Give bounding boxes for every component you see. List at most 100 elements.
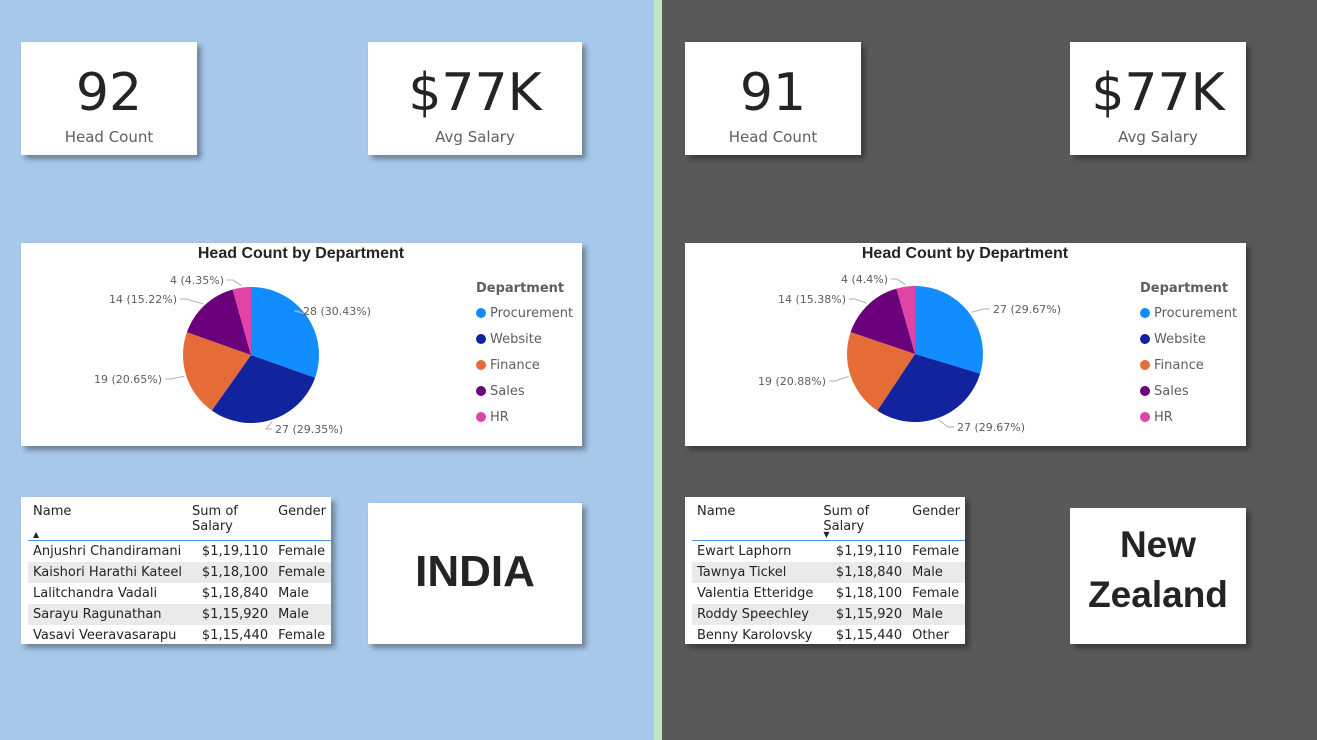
pie-slice-finance[interactable]	[183, 332, 251, 411]
head-count-value: 91	[739, 63, 807, 123]
column-header-name[interactable]: Name	[692, 502, 819, 541]
table-row[interactable]: Kaishori Harathi Kateel $1,18,100 Female	[28, 562, 331, 583]
table-row[interactable]: Valentia Etteridge $1,18,100 Female	[692, 583, 965, 604]
head-count-label: Head Count	[64, 128, 154, 146]
sort-descending-icon[interactable]: ▼	[823, 530, 830, 539]
table-row[interactable]: Ewart Laphorn $1,19,110 Female	[692, 541, 965, 563]
head-count-card[interactable]: 91 Head Count	[685, 42, 861, 155]
cell-salary: $1,18,100	[187, 562, 274, 583]
cell-name: Ewart Laphorn	[697, 544, 792, 559]
column-header-gender[interactable]: Gender	[273, 502, 331, 541]
legend-dot-icon	[476, 360, 486, 370]
data-label: 19 (20.65%)	[94, 373, 162, 386]
leader-line	[165, 375, 185, 380]
head-count-card[interactable]: 92 Head Count	[21, 42, 197, 155]
table-row[interactable]: Tawnya Tickel $1,18,840 Male	[692, 562, 965, 583]
data-label: 28 (30.43%)	[303, 305, 371, 318]
pie-slice-website[interactable]	[211, 355, 316, 423]
chart-legend: Department Procurement Website Finance Sale…	[476, 281, 573, 430]
legend-item-finance[interactable]: Finance	[1140, 352, 1237, 378]
country-name-line2: Zealand	[1088, 574, 1228, 615]
cell-gender: Female	[278, 628, 326, 643]
table-row[interactable]: Sarayu Ragunathan $1,15,920 Male	[28, 604, 331, 625]
salary-table[interactable]: Name ▲ Sum of Salary Gender Anjushri Cha…	[21, 497, 331, 644]
sort-ascending-icon[interactable]: ▲	[33, 530, 40, 539]
data-label: 14 (15.38%)	[778, 293, 846, 306]
legend-item-procurement[interactable]: Procurement	[1140, 300, 1237, 326]
salary-table-grid: Name Sum of Salary ▼ Gender Ewart Laphor…	[692, 502, 965, 646]
cell-salary: $1,15,920	[818, 604, 908, 625]
pie-slice-website[interactable]	[877, 354, 981, 422]
cell-gender: Female	[912, 544, 960, 559]
pie-slice-sales[interactable]	[850, 288, 915, 354]
legend-item-hr[interactable]: HR	[1140, 404, 1237, 430]
avg-salary-value: $77K	[408, 63, 542, 123]
legend-dot-icon	[476, 386, 486, 396]
pie-slice-hr[interactable]	[896, 286, 915, 354]
legend-item-website[interactable]: Website	[476, 326, 573, 352]
legend-title: Department	[1140, 281, 1229, 296]
legend-dot-icon	[476, 412, 486, 422]
legend-dot-icon	[476, 308, 486, 318]
table-row[interactable]: Lalitchandra Vadali $1,18,840 Male	[28, 583, 331, 604]
table-row[interactable]: Vasavi Veeravasarapu $1,15,440 Female	[28, 625, 331, 646]
department-pie-chart[interactable]: Head Count by Department 28 (30.43%) 27 (…	[21, 243, 582, 446]
legend-item-website[interactable]: Website	[1140, 326, 1237, 352]
chart-legend: Department Procurement Website Finance Sale…	[1140, 281, 1237, 430]
legend-item-finance[interactable]: Finance	[476, 352, 573, 378]
cell-salary: $1,18,840	[818, 562, 908, 583]
pie-slice-finance[interactable]	[846, 332, 915, 411]
data-label: 27 (29.67%)	[957, 421, 1025, 434]
cell-salary: $1,18,100	[835, 586, 903, 601]
cell-gender: Female	[278, 544, 326, 559]
leader-line	[227, 279, 242, 287]
leader-line	[264, 421, 273, 430]
cell-gender: Male	[278, 586, 309, 601]
cell-name: Tawnya Tickel	[692, 562, 819, 583]
department-pie-chart[interactable]: Head Count by Department 27 (29.67%) 27 (…	[685, 243, 1246, 446]
avg-salary-card[interactable]: $77K Avg Salary	[368, 42, 582, 155]
data-label: 27 (29.67%)	[993, 303, 1061, 316]
cell-name: Roddy Speechley	[692, 604, 819, 625]
leader-line	[891, 278, 906, 286]
pie-slice-sales[interactable]	[186, 289, 251, 355]
head-count-value: 92	[75, 63, 143, 123]
cell-name: Lalitchandra Vadali	[33, 586, 158, 601]
cell-salary: $1,15,440	[201, 628, 269, 643]
leader-line	[180, 298, 204, 305]
legend-item-procurement[interactable]: Procurement	[476, 300, 573, 326]
legend-dot-icon	[1140, 386, 1150, 396]
leader-line	[293, 310, 309, 316]
leader-line	[938, 419, 954, 428]
salary-table-grid: Name ▲ Sum of Salary Gender Anjushri Cha…	[28, 502, 331, 646]
legend-label: Website	[1154, 331, 1206, 347]
cell-salary: $1,19,110	[201, 544, 269, 559]
pie-slice-hr[interactable]	[232, 287, 251, 355]
table-row[interactable]: Roddy Speechley $1,15,920 Male	[692, 604, 965, 625]
cell-name: Sarayu Ragunathan	[28, 604, 188, 625]
salary-table[interactable]: Name Sum of Salary ▼ Gender Ewart Laphor…	[685, 497, 965, 644]
table-row[interactable]: Anjushri Chandiramani $1,19,110 Female	[28, 541, 331, 563]
table-row[interactable]: Benny Karolovsky $1,15,440 Other	[692, 625, 965, 646]
country-card: New Zealand	[1070, 508, 1246, 644]
column-header-gender[interactable]: Gender	[907, 502, 965, 541]
legend-item-sales[interactable]: Sales	[1140, 378, 1237, 404]
legend-item-hr[interactable]: HR	[476, 404, 573, 430]
leader-line	[829, 376, 849, 382]
chart-title: Head Count by Department	[861, 245, 1069, 262]
pie-slice-procurement[interactable]	[251, 287, 319, 378]
chart-title: Head Count by Department	[197, 245, 405, 262]
panel-divider	[654, 0, 662, 740]
column-header-salary[interactable]: Sum of Salary ▼	[818, 502, 908, 541]
legend-item-sales[interactable]: Sales	[476, 378, 573, 404]
column-header-name[interactable]: Name ▲	[28, 502, 188, 541]
legend-label: Sales	[490, 383, 525, 399]
pie-chart-svg: 27 (29.67%) 27 (29.67%) 19 (20.88%) 14 (15.…	[758, 273, 1061, 434]
avg-salary-label: Avg Salary	[435, 128, 515, 146]
cell-salary: $1,15,920	[187, 604, 274, 625]
avg-salary-card[interactable]: $77K Avg Salary	[1070, 42, 1246, 155]
legend-dot-icon	[1140, 360, 1150, 370]
column-header-salary[interactable]: Sum of Salary	[187, 502, 274, 541]
pie-slice-procurement[interactable]	[915, 286, 983, 374]
cell-name: Vasavi Veeravasarapu	[33, 628, 177, 643]
